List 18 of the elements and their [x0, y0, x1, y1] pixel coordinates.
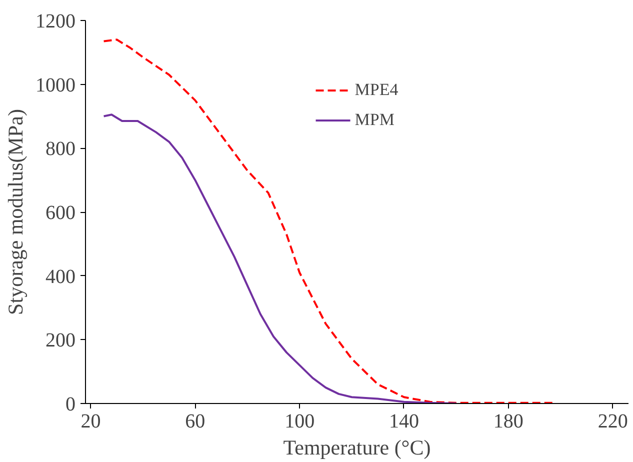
legend-label: MPM — [354, 110, 394, 130]
x-tick-label: 100 — [284, 410, 315, 432]
y-tick-label: 600 — [46, 202, 76, 224]
y-tick-label: 1000 — [36, 74, 76, 96]
x-tick-label: 60 — [185, 410, 206, 432]
line-series — [102, 114, 458, 404]
y-tick-label: 800 — [46, 138, 76, 160]
y-tick-label: 0 — [66, 394, 76, 416]
y-tick-label: 400 — [46, 266, 76, 288]
x-tick-label: 220 — [598, 410, 628, 432]
x-axis-title: Temperature (°C) — [283, 436, 431, 460]
y-axis-title: Styorage modulus(MPa) — [4, 109, 28, 315]
legend-label: MPE4 — [354, 80, 398, 100]
y-tick-label: 1200 — [36, 10, 76, 32]
x-tick-label: 20 — [80, 410, 101, 432]
y-tick-label: 200 — [46, 330, 76, 352]
x-tick-label: 180 — [493, 410, 524, 432]
x-tick-label: 140 — [388, 410, 419, 432]
